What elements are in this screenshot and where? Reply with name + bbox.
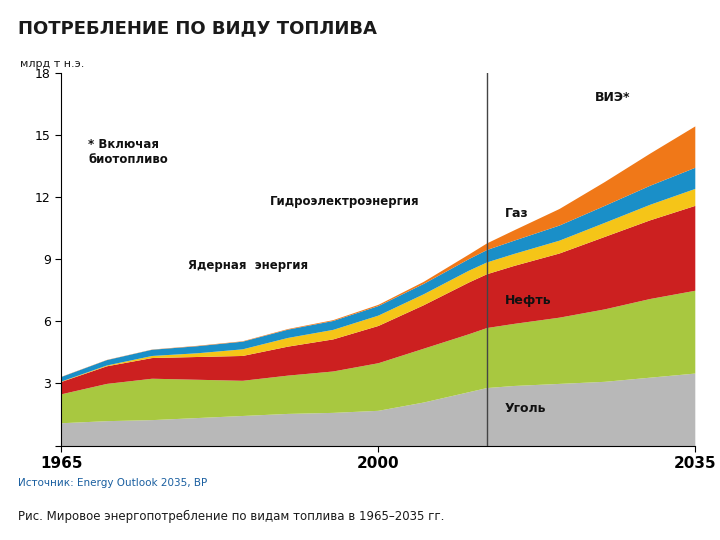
Text: Источник: Energy Outlook 2035, BP: Источник: Energy Outlook 2035, BP (18, 478, 207, 488)
Text: Нефть: Нефть (505, 294, 552, 307)
Text: Уголь: Уголь (505, 402, 546, 415)
Text: Рис. Мировое энергопотребление по видам топлива в 1965–2035 гг.: Рис. Мировое энергопотребление по видам … (18, 510, 444, 523)
Text: Газ: Газ (505, 207, 528, 220)
Text: млрд т н.э.: млрд т н.э. (20, 59, 84, 69)
Text: Ядерная  энергия: Ядерная энергия (188, 259, 308, 272)
Text: ПОТРЕБЛЕНИЕ ПО ВИДУ ТОПЛИВА: ПОТРЕБЛЕНИЕ ПО ВИДУ ТОПЛИВА (18, 19, 377, 38)
Text: Гидроэлектроэнергия: Гидроэлектроэнергия (269, 195, 419, 208)
Text: * Включая
биотопливо: * Включая биотопливо (89, 138, 168, 166)
Text: ВИЭ*: ВИЭ* (595, 91, 631, 104)
